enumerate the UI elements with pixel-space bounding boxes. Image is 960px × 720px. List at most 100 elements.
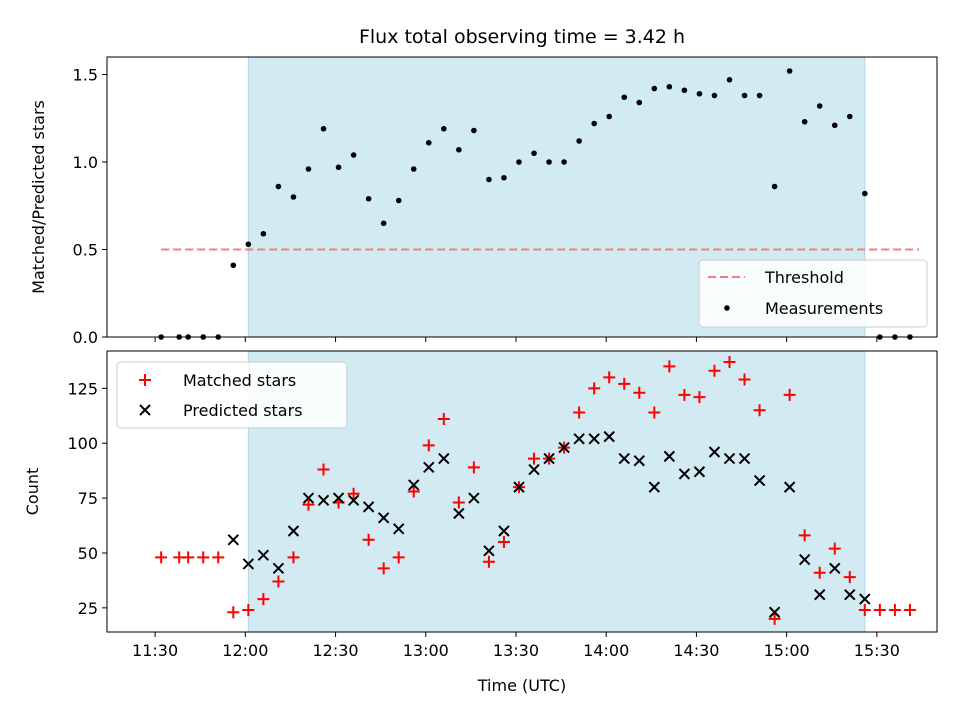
matched-star-point <box>257 593 270 606</box>
predicted-star-point <box>453 507 465 520</box>
predicted-star-point <box>377 512 390 524</box>
y-tick-label: 75 <box>78 489 98 508</box>
matched-star-point <box>843 571 856 584</box>
x-axis-title: Time (UTC) <box>477 676 566 695</box>
matched-star-point <box>407 485 420 498</box>
predicted-star-point <box>543 452 555 465</box>
predicted-star-point <box>438 452 450 465</box>
measurement-point <box>546 159 552 165</box>
predicted-star-point <box>678 468 691 480</box>
predicted-star-point <box>302 492 315 504</box>
predicted-star-point <box>859 593 871 605</box>
legend-measurement-swatch <box>724 305 730 311</box>
observing-window <box>248 351 865 632</box>
matched-star-point <box>155 551 168 564</box>
matched-star-point <box>197 551 210 564</box>
matched-star-point <box>663 360 676 373</box>
measurement-point <box>486 176 492 183</box>
measurement-point <box>711 92 718 99</box>
legend-predicted-swatch <box>139 404 151 416</box>
predicted-star-point <box>257 549 270 561</box>
matched-star-point <box>573 406 586 419</box>
predicted-star-point <box>362 501 375 513</box>
measurement-point <box>471 127 477 134</box>
matched-star-point <box>903 604 916 617</box>
predicted-star-point <box>558 441 570 454</box>
measurement-point <box>245 241 252 248</box>
measurement-point <box>831 122 838 129</box>
measurement-point <box>456 146 462 153</box>
matched-star-point <box>528 452 541 465</box>
matched-star-point <box>347 487 360 500</box>
predicted-star-point <box>287 525 300 537</box>
matched-star-point <box>783 388 796 401</box>
predicted-star-point <box>723 452 736 465</box>
predicted-star-point <box>347 494 360 506</box>
measurement-point <box>531 150 537 157</box>
matched-star-point <box>227 606 240 619</box>
y-tick-label: 1.0 <box>73 153 98 172</box>
measurement-point <box>320 125 327 132</box>
measurement-point <box>501 174 507 181</box>
y-tick-label: 1.5 <box>73 66 98 85</box>
predicted-star-point <box>483 545 495 557</box>
measurement-point <box>846 113 853 120</box>
x-tick-label: 14:00 <box>583 641 629 660</box>
predicted-star-point <box>693 466 706 478</box>
predicted-star-point <box>227 534 240 546</box>
predicted-star-point <box>272 562 285 575</box>
x-tick-label: 15:00 <box>764 641 810 660</box>
measurement-point <box>591 120 597 127</box>
x-tick-label: 15:30 <box>854 641 900 660</box>
legend-box <box>698 259 928 328</box>
x-tick-label: 13:00 <box>403 641 449 660</box>
predicted-star-point <box>513 481 525 493</box>
y-tick-label: 0.0 <box>73 328 98 347</box>
legend-label: Matched stars <box>183 371 296 390</box>
matched-star-point <box>633 386 646 399</box>
top-panel: 0.0 0.5 1.0 1.5 Matched/Predicted stars Thres… <box>29 56 938 347</box>
predicted-star-point <box>738 452 751 465</box>
matched-star-point <box>723 355 736 368</box>
measurement-point <box>786 68 793 74</box>
matched-star-point <box>753 404 766 417</box>
legend-label: Predicted stars <box>183 401 303 420</box>
predicted-star-point <box>242 558 255 570</box>
measurement-point <box>651 85 658 92</box>
measurement-point <box>696 90 703 97</box>
predicted-star-point <box>588 433 600 445</box>
predicted-star-point <box>814 588 826 601</box>
matched-star-point <box>392 551 405 564</box>
matched-star-point <box>768 612 781 625</box>
y-tick-label: 0.5 <box>73 241 98 260</box>
predicted-star-point <box>708 446 721 458</box>
matched-star-point <box>362 533 375 546</box>
measurement-point <box>275 183 282 190</box>
axes-frame <box>106 350 938 633</box>
measurement-point <box>365 195 372 202</box>
x-tick-label: 12:30 <box>312 641 358 660</box>
matched-star-point <box>437 413 450 426</box>
matched-star-point <box>708 364 721 377</box>
matched-star-point <box>873 604 886 617</box>
legend-box <box>116 361 348 429</box>
predicted-star-point <box>633 455 645 467</box>
measurement-point <box>606 113 613 120</box>
measurement-point <box>681 87 688 94</box>
measurement-point <box>290 194 297 200</box>
measurement-point <box>380 220 387 227</box>
legend: Threshold Measurements <box>698 259 928 328</box>
measurement-point <box>561 159 567 165</box>
matched-star-point <box>377 562 390 575</box>
matched-star-point <box>287 551 300 564</box>
predicted-star-point <box>498 525 510 537</box>
matched-star-point <box>302 498 315 511</box>
measurement-point <box>771 183 778 190</box>
matched-star-point <box>693 391 706 404</box>
predicted-star-point <box>844 588 856 601</box>
predicted-star-point <box>408 479 420 491</box>
predicted-star-point <box>392 523 405 535</box>
measurement-point <box>516 159 522 165</box>
matched-star-point <box>588 382 601 395</box>
predicted-star-point <box>332 492 345 504</box>
